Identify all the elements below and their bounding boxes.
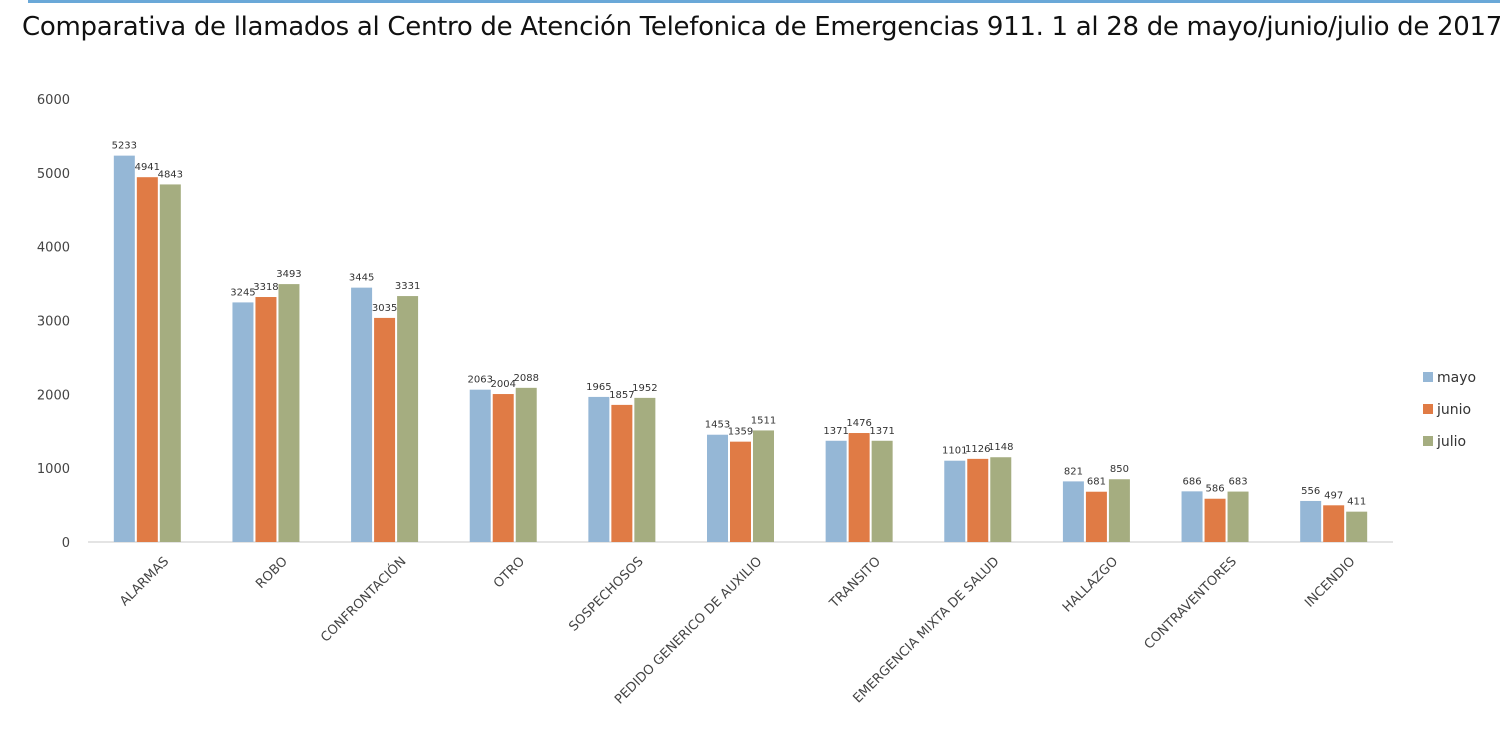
- data-label: 3035: [372, 303, 397, 314]
- x-tick-label: TRANSITO: [826, 554, 884, 612]
- x-tick-label: OTRO: [491, 554, 528, 591]
- bars-layer: [113, 155, 1368, 542]
- bar-junio: [136, 177, 158, 542]
- data-label: 1359: [728, 427, 753, 438]
- bar-mayo: [825, 440, 847, 542]
- x-tick-label: CONTRAVENTORES: [1142, 554, 1240, 652]
- x-tick-label: CONFRONTACIÓN: [318, 554, 410, 646]
- bar-mayo: [588, 396, 610, 542]
- x-tick-label: PEDIDO GENERICO DE AUXILIO: [612, 554, 765, 707]
- data-label: 686: [1182, 476, 1201, 487]
- data-label: 3493: [276, 269, 301, 280]
- bar-junio: [1085, 491, 1107, 542]
- legend-swatch-julio: [1423, 436, 1433, 446]
- bar-julio: [159, 184, 181, 542]
- y-tick-label: 2000: [37, 388, 70, 403]
- bar-junio: [1323, 505, 1345, 542]
- data-label: 4843: [158, 169, 183, 180]
- data-label: 1965: [586, 382, 611, 393]
- bar-mayo: [232, 302, 254, 542]
- y-tick-label: 3000: [37, 315, 70, 330]
- bar-junio: [255, 297, 277, 542]
- data-label: 1371: [869, 426, 894, 437]
- data-label: 3318: [253, 282, 278, 293]
- bar-mayo: [1300, 500, 1322, 542]
- bar-mayo: [469, 389, 491, 542]
- bar-junio: [492, 394, 514, 542]
- bar-julio: [1346, 511, 1368, 542]
- data-label: 3445: [349, 273, 374, 284]
- top-accent-line: [28, 0, 1500, 3]
- data-label: 1952: [632, 383, 657, 394]
- data-label: 3331: [395, 281, 420, 292]
- bar-mayo: [1181, 491, 1203, 542]
- data-label: 683: [1228, 477, 1247, 488]
- data-label: 586: [1205, 484, 1224, 495]
- bar-junio: [611, 404, 633, 542]
- data-label: 1148: [988, 442, 1013, 453]
- bar-julio: [634, 397, 656, 542]
- bar-junio: [967, 458, 989, 542]
- bar-julio: [990, 457, 1012, 542]
- data-label: 411: [1347, 497, 1366, 508]
- chart-title: Comparativa de llamados al Centro de Ate…: [22, 12, 1500, 42]
- x-tick-label: ALARMAS: [117, 554, 172, 609]
- legend-label-junio: junio: [1436, 402, 1471, 418]
- legend-swatch-junio: [1423, 404, 1433, 414]
- data-label: 556: [1301, 486, 1320, 497]
- x-tick-label: SOSPECHOSOS: [566, 554, 646, 634]
- x-tick-labels-layer: ALARMAS ROBO CONFRONTACIÓN OTRO SOSPECHOSOSP…: [117, 554, 1358, 708]
- data-label: 1101: [942, 446, 967, 457]
- bar-mayo: [944, 460, 966, 542]
- bar-junio: [1204, 498, 1226, 542]
- legend-label-mayo: mayo: [1437, 370, 1476, 386]
- data-label: 1371: [823, 426, 848, 437]
- data-label: 681: [1087, 477, 1106, 488]
- data-label: 2088: [514, 373, 539, 384]
- bar-julio: [753, 430, 774, 542]
- data-label: 1453: [705, 420, 730, 431]
- data-label: 821: [1064, 466, 1083, 477]
- bar-mayo: [707, 434, 728, 542]
- data-label: 2004: [491, 379, 516, 390]
- bar-mayo: [113, 155, 135, 542]
- y-tick-label: 4000: [37, 241, 70, 256]
- x-tick-label: ROBO: [253, 554, 291, 592]
- legend-label-julio: julio: [1436, 434, 1466, 450]
- data-label: 497: [1324, 490, 1343, 501]
- x-tick-label: EMERGENCIA MIXTA DE SALUD: [850, 554, 1002, 706]
- data-label: 850: [1110, 464, 1129, 475]
- bar-mayo: [351, 287, 373, 542]
- y-tick-label: 0: [62, 536, 70, 551]
- bar-julio: [871, 440, 893, 542]
- data-label: 1126: [965, 444, 990, 455]
- x-tick-label: HALLAZGO: [1060, 554, 1121, 615]
- bar-junio: [730, 441, 751, 542]
- bar-junio: [848, 433, 870, 542]
- y-tick-label: 5000: [37, 167, 70, 182]
- bar-julio: [397, 296, 419, 542]
- data-label: 1857: [609, 390, 634, 401]
- bar-mayo: [1062, 481, 1084, 542]
- y-tick-label: 1000: [37, 462, 70, 477]
- x-tick-label: INCENDIO: [1302, 554, 1358, 610]
- legend: mayo junio julio: [1423, 370, 1476, 450]
- legend-swatch-mayo: [1423, 372, 1433, 382]
- bar-julio: [1227, 491, 1249, 542]
- data-label: 1476: [846, 418, 871, 429]
- data-label: 5233: [112, 141, 137, 152]
- bar-julio: [1108, 479, 1130, 542]
- data-label: 3245: [230, 287, 255, 298]
- data-label: 4941: [135, 162, 160, 173]
- bar-julio: [515, 387, 537, 542]
- data-label: 2063: [468, 375, 493, 386]
- y-tick-label: 6000: [37, 93, 70, 108]
- bar-junio: [374, 317, 396, 542]
- data-label: 1511: [751, 415, 776, 426]
- bar-julio: [278, 284, 300, 542]
- axis-layer: 0 1000 2000 3000 4000 5000 6000: [37, 93, 1393, 551]
